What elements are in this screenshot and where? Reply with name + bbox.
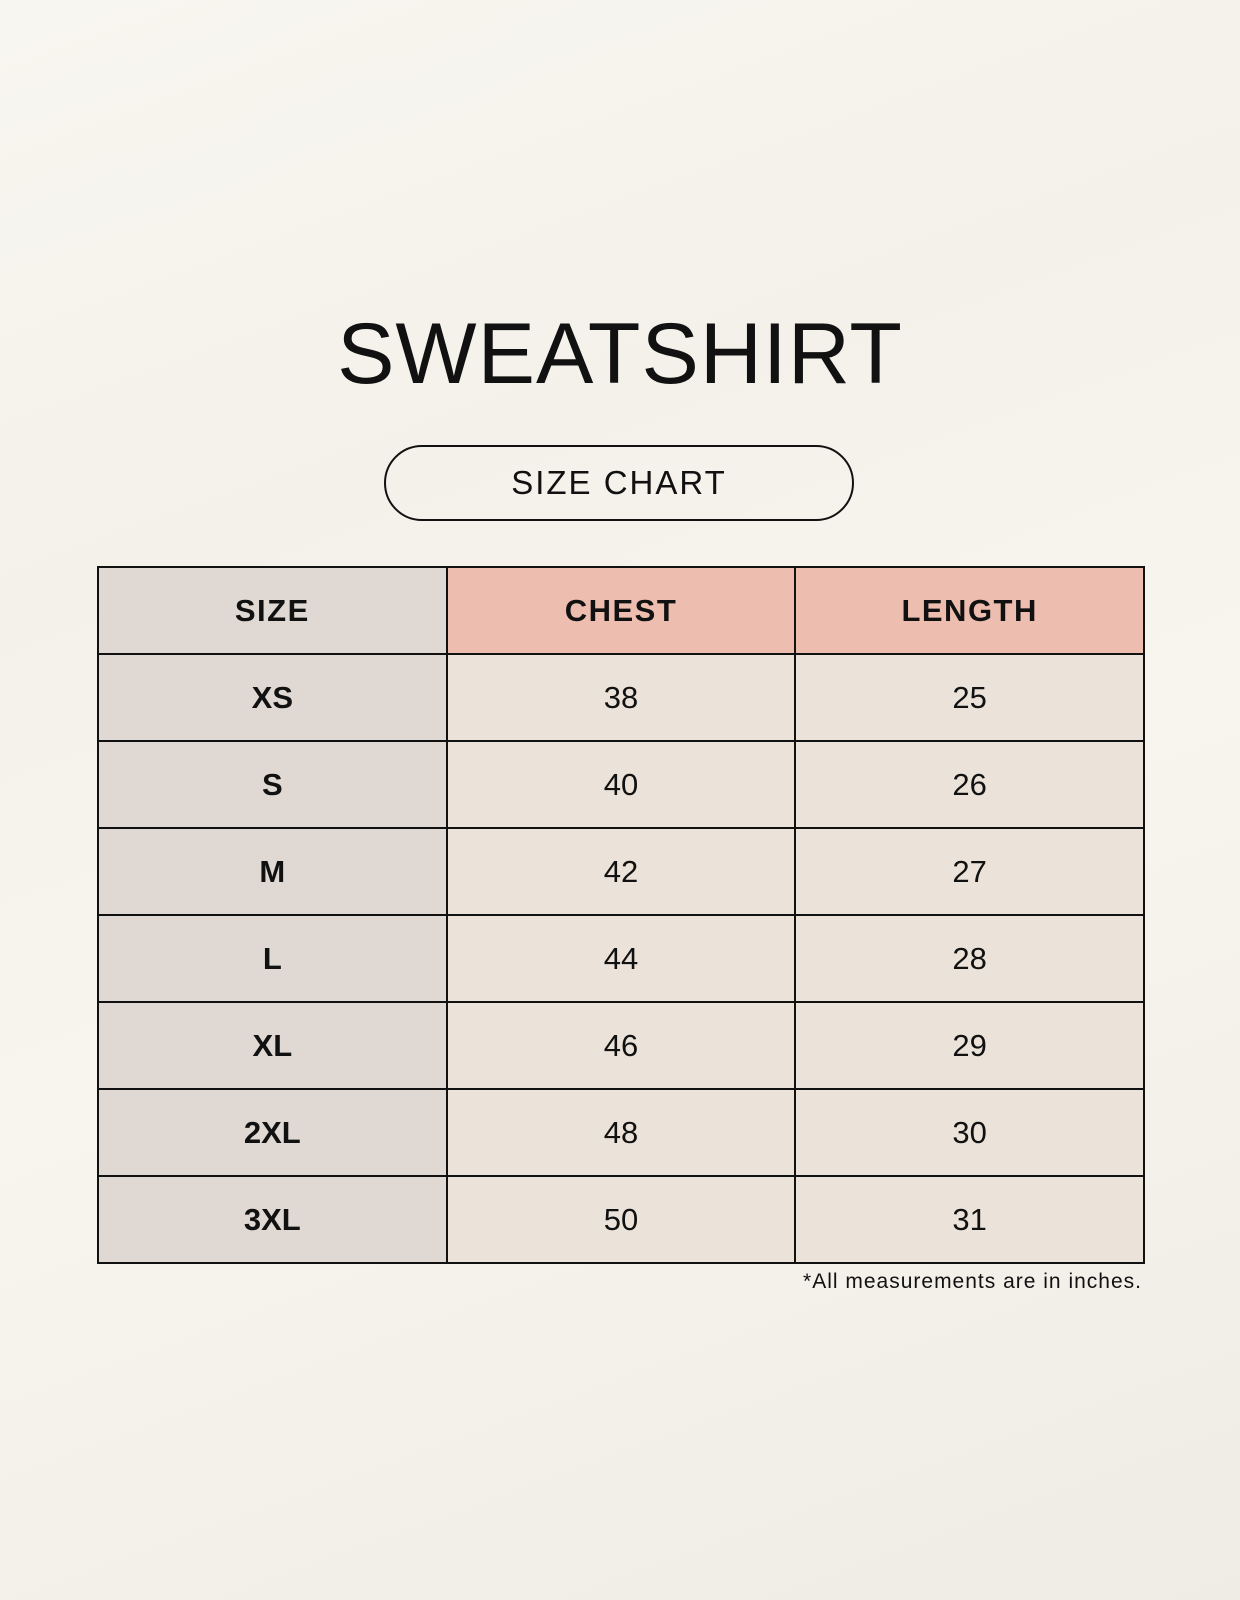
table-row: 2XL 48 30 [97,1088,1145,1177]
chest-cell: 50 [445,1175,797,1264]
table-row: M 42 27 [97,827,1145,916]
length-cell: 31 [794,1175,1145,1264]
size-cell: XS [97,653,448,742]
size-cell: L [97,914,448,1003]
size-cell: M [97,827,448,916]
length-cell: 30 [794,1088,1145,1177]
size-cell: XL [97,1001,448,1090]
length-cell: 29 [794,1001,1145,1090]
header-chest: CHEST [445,566,797,655]
table-row: XS 38 25 [97,653,1145,742]
size-chart-label: SIZE CHART [384,445,854,521]
size-table: SIZE CHEST LENGTH XS 38 25 S 40 26 M 42 27 L 44 28 X… [97,566,1145,1264]
size-cell: 2XL [97,1088,448,1177]
page-title: SWEATSHIRT [337,306,903,402]
table-row: S 40 26 [97,740,1145,829]
table-row: XL 46 29 [97,1001,1145,1090]
length-cell: 27 [794,827,1145,916]
size-cell: S [97,740,448,829]
chest-cell: 42 [445,827,797,916]
size-cell: 3XL [97,1175,448,1264]
length-cell: 25 [794,653,1145,742]
chest-cell: 48 [445,1088,797,1177]
chest-cell: 38 [445,653,797,742]
table-row: 3XL 50 31 [97,1175,1145,1264]
chest-cell: 44 [445,914,797,1003]
chest-cell: 40 [445,740,797,829]
length-cell: 28 [794,914,1145,1003]
length-cell: 26 [794,740,1145,829]
footnote: *All measurements are in inches. [803,1270,1142,1293]
header-length: LENGTH [794,566,1145,655]
table-row: L 44 28 [97,914,1145,1003]
header-size: SIZE [97,566,448,655]
table-header-row: SIZE CHEST LENGTH [97,566,1145,655]
chest-cell: 46 [445,1001,797,1090]
